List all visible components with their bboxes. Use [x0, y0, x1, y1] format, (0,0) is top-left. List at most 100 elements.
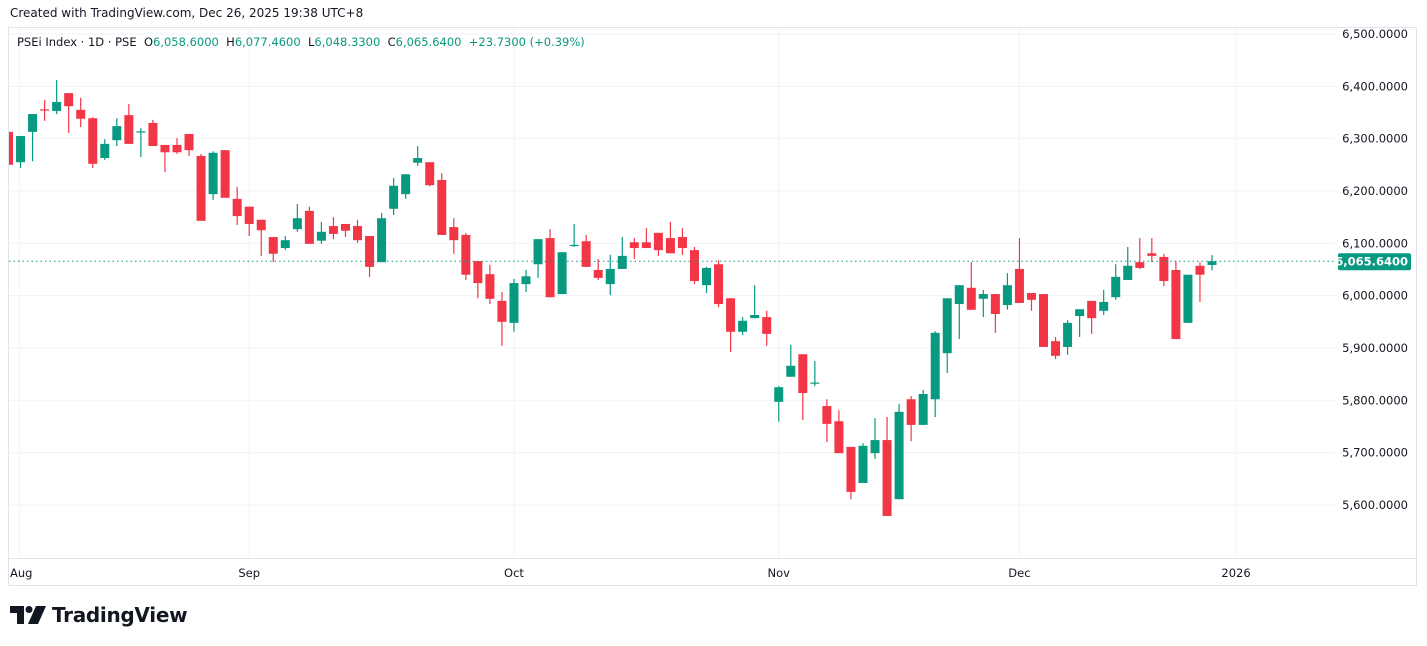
time-tick-label: Dec — [1008, 566, 1030, 580]
candle-body — [1002, 285, 1012, 306]
candle-up — [786, 344, 796, 377]
candle-up — [605, 254, 615, 296]
open-value: 6,058.6000 — [153, 35, 219, 49]
time-tick-label: Aug — [10, 566, 32, 580]
time-tick-label: 2026 — [1221, 566, 1250, 580]
candle-up — [942, 298, 952, 374]
candle-body — [76, 109, 86, 119]
candle-body — [822, 406, 832, 424]
candle-up — [1183, 274, 1193, 323]
chart-pane[interactable] — [8, 27, 1417, 586]
candle-body — [473, 261, 483, 284]
candle-down — [665, 221, 675, 254]
candle-body — [846, 446, 856, 492]
candle-down — [64, 93, 74, 133]
candle-body — [569, 244, 579, 247]
candles — [9, 80, 1217, 516]
time-tick-label: Sep — [238, 566, 260, 580]
candle-body — [160, 144, 170, 153]
candle-body — [16, 136, 26, 163]
candle-down — [545, 229, 555, 298]
candle-body — [834, 421, 844, 454]
candle-up — [1123, 246, 1133, 280]
candle-down — [461, 232, 471, 280]
candle-body — [954, 285, 964, 305]
candle-body — [124, 115, 134, 144]
candle-down — [689, 246, 699, 285]
change-value: +23.7300 (+0.39%) — [468, 35, 585, 49]
candle-up — [316, 221, 326, 244]
price-tick-label: 6,100.0000 — [1342, 236, 1408, 250]
price-tick-label: 5,900.0000 — [1342, 341, 1408, 355]
price-tick-label: 6,500.0000 — [1342, 27, 1408, 41]
candle-body — [990, 294, 1000, 314]
candle-body — [437, 180, 447, 235]
candle-body — [425, 162, 435, 186]
candle-down — [1051, 336, 1061, 359]
candle-down — [485, 264, 495, 305]
candle-down — [990, 294, 1000, 333]
candle-body — [581, 241, 591, 267]
candle-body — [268, 237, 278, 254]
candle-down — [449, 218, 459, 254]
candle-down — [882, 417, 892, 516]
candle-down — [846, 446, 856, 500]
candle-body — [64, 93, 74, 107]
candle-body — [28, 114, 38, 132]
candle-body — [365, 235, 375, 267]
candle-body — [1183, 274, 1193, 323]
open-label: O — [143, 35, 153, 49]
candle-down — [1039, 294, 1049, 347]
candle-body — [557, 252, 567, 295]
candle-down — [653, 232, 663, 256]
candle-down — [1147, 238, 1157, 263]
tradingview-logo[interactable]: TradingView — [10, 603, 188, 627]
candle-up — [918, 389, 928, 425]
candle-up — [1111, 264, 1121, 300]
candle-up — [112, 118, 122, 146]
price-tick-label: 5,600.0000 — [1342, 498, 1408, 512]
candle-up — [569, 223, 579, 247]
candle-body — [1014, 268, 1024, 303]
candle-down — [88, 117, 98, 168]
candle-down — [425, 162, 435, 187]
candle-body — [497, 300, 507, 322]
candle-down — [220, 150, 230, 198]
candle-down — [1135, 238, 1145, 269]
candle-down — [906, 396, 916, 442]
candle-up — [1099, 289, 1109, 316]
candle-body — [1171, 270, 1181, 340]
candle-up — [978, 289, 988, 318]
candle-body — [1207, 261, 1217, 265]
price-tick-label: 6,400.0000 — [1342, 79, 1408, 93]
candle-up — [292, 204, 302, 232]
candle-up — [750, 285, 760, 319]
candle-down — [196, 153, 206, 221]
candle-down — [268, 237, 278, 263]
candle-body — [1195, 265, 1205, 275]
candle-up — [557, 252, 567, 295]
candle-body — [232, 198, 242, 217]
candle-body — [88, 118, 98, 164]
candle-body — [220, 150, 230, 198]
candle-down — [365, 235, 375, 277]
candle-body — [918, 394, 928, 425]
candle-body — [906, 399, 916, 425]
time-axis: Aug Sep Oct Nov Dec 2026 — [9, 558, 1416, 580]
candle-down — [473, 261, 483, 299]
symbol-label[interactable]: PSEi Index · 1D · PSE — [17, 35, 137, 49]
candle-body — [100, 143, 110, 159]
candle-body — [665, 238, 675, 254]
candle-body — [172, 144, 182, 153]
candle-body — [870, 440, 880, 454]
candle-up — [702, 266, 712, 294]
candle-up — [136, 128, 146, 157]
candle-body — [714, 264, 724, 305]
candle-body — [316, 231, 326, 241]
candle-down — [256, 219, 266, 256]
low-label: L — [308, 35, 315, 49]
candle-body — [1111, 276, 1121, 298]
candle-down — [148, 119, 158, 146]
candle-body — [208, 152, 218, 195]
